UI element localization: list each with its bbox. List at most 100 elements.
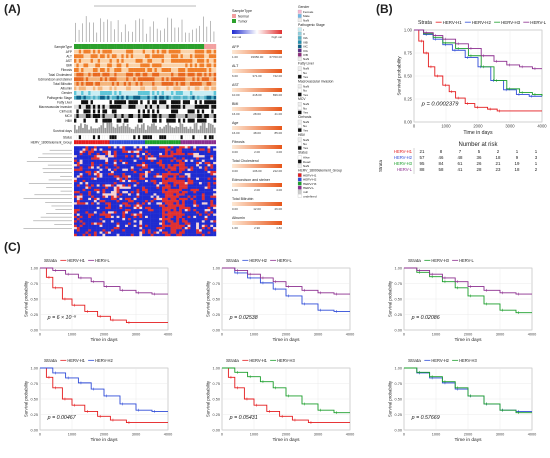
annotation-cell [180, 44, 184, 49]
heatmap-cell [108, 218, 112, 221]
heatmap-cell [102, 182, 106, 185]
annotation-cell [171, 109, 174, 114]
annotation-cell [189, 86, 193, 91]
heatmap-cell [85, 182, 89, 185]
heatmap-cell [198, 166, 202, 169]
annotation-cell [161, 54, 165, 59]
p-value: p = 0.00467 [47, 415, 77, 421]
heatmap-cell [159, 193, 163, 196]
panel-label-a: (A) [4, 2, 21, 16]
heatmap-cell [113, 209, 117, 212]
annotation-cell [211, 49, 214, 54]
heatmap-cell [82, 233, 86, 237]
heatmap-cell [93, 148, 97, 151]
legend-entry: HERV-H1 [67, 358, 85, 363]
heatmap-cell [204, 200, 208, 203]
heatmap-cell [91, 161, 95, 165]
track-label: MCV [65, 114, 73, 118]
heatmap-cell [91, 173, 95, 176]
heatmap-cell [99, 218, 103, 221]
heatmap-cell [125, 211, 129, 214]
panel-c-survival-grid: Strata HERV-H1 HERV-L0.000.250.500.751.000… [24, 258, 537, 443]
group-cell [97, 140, 101, 145]
heatmap-cell [133, 218, 137, 221]
annotation-cell [135, 118, 139, 123]
annotation-cell [199, 58, 202, 63]
heatmap-cell [85, 218, 89, 221]
heatmap-cell [196, 224, 200, 228]
heatmap-cell [88, 146, 92, 149]
heatmap-cell [162, 206, 166, 210]
heatmap-cell [74, 173, 78, 176]
heatmap-cell [164, 229, 168, 232]
heatmap-cell [184, 218, 188, 221]
heatmap-cell [207, 233, 211, 237]
heatmap-cell [147, 182, 151, 185]
heatmap-cell [110, 150, 114, 154]
heatmap-cell [116, 179, 120, 183]
annotation-cell [83, 91, 87, 95]
annotation-cell [88, 114, 91, 118]
heatmap-cell [170, 220, 174, 223]
track-label: BMI [66, 64, 72, 68]
heatmap-cell [136, 197, 140, 201]
heatmap-cell [105, 175, 109, 178]
heatmap-cell [79, 206, 83, 210]
heatmap-cell [150, 146, 154, 149]
heatmap-cell [119, 166, 123, 169]
heatmap-cell [122, 215, 126, 219]
heatmap-cell [130, 227, 134, 230]
annotation-cell [182, 72, 186, 77]
heatmap-cell [145, 195, 149, 199]
heatmap-cell [85, 148, 89, 151]
heatmap-cell [145, 222, 149, 225]
annotation-cell [149, 86, 153, 91]
heatmap-cell [108, 224, 112, 228]
annotation-cell [95, 72, 98, 77]
heatmap-cell [82, 220, 86, 223]
heatmap-cell [159, 150, 163, 154]
heatmap-cell [167, 170, 171, 174]
annotation-cell [192, 77, 195, 82]
annotation-cell [111, 68, 115, 72]
heatmap-cell [170, 229, 174, 232]
heatmap-cell [93, 227, 97, 230]
heatmap-cell [130, 166, 134, 169]
heatmap-cell [88, 218, 92, 221]
heatmap-cell [113, 170, 117, 174]
heatmap-cell [91, 184, 95, 187]
heatmap-cell [150, 173, 154, 176]
heatmap-cell [173, 209, 177, 212]
annotation-cell [107, 44, 110, 49]
annotation-cell [152, 95, 155, 100]
heatmap-cell [210, 188, 214, 192]
heatmap-cell [204, 209, 208, 212]
annotation-cell [85, 91, 89, 95]
heatmap-cell [133, 191, 137, 194]
annotation-cell [121, 118, 124, 123]
group-cell [102, 140, 105, 145]
annotation-cell [130, 44, 134, 49]
heatmap-cell [193, 209, 197, 212]
annotation-cell [161, 118, 165, 123]
heatmap-cell [207, 173, 211, 176]
annotation-cell [140, 118, 143, 123]
annotation-cell [133, 86, 136, 91]
heatmap-cell [93, 202, 97, 205]
group-cell [92, 140, 96, 145]
heatmap-cell [156, 213, 160, 216]
heatmap-cell [184, 168, 188, 172]
heatmap-cell [133, 152, 137, 156]
group-cell [88, 140, 91, 145]
annotation-cell [182, 100, 186, 105]
annotation-cell [121, 58, 124, 63]
group-cell [185, 140, 188, 145]
heatmap-cell [187, 186, 191, 190]
heatmap-cell [85, 175, 89, 178]
annotation-cell [189, 114, 193, 118]
heatmap-cell [153, 202, 157, 205]
heatmap-cell [145, 150, 149, 154]
heatmap-cell [167, 184, 171, 187]
heatmap-cell [85, 159, 89, 163]
annotation-cell [100, 104, 103, 109]
